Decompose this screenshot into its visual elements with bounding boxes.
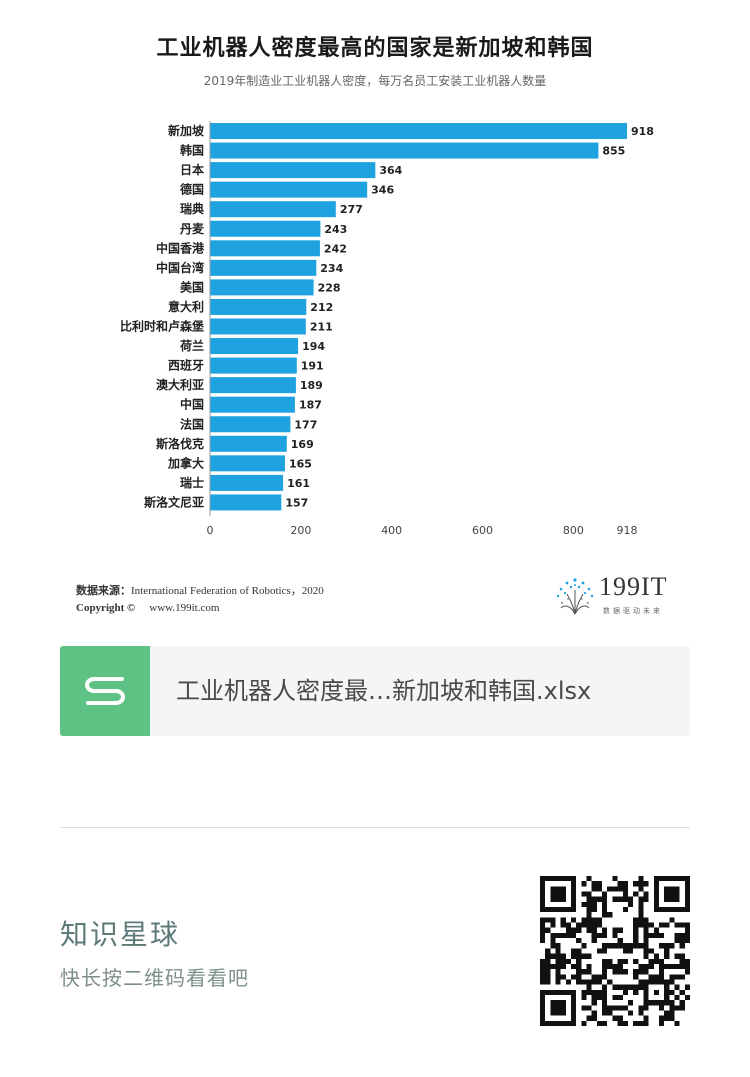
category-label: 西班牙 <box>168 358 204 373</box>
value-label: 918 <box>631 125 654 138</box>
category-label: 中国台湾 <box>156 260 204 275</box>
chart-card: 工业机器人密度最高的国家是新加坡和韩国 2019年制造业工业机器人密度，每万名员… <box>76 36 683 618</box>
bar <box>210 298 307 315</box>
bar <box>210 416 291 433</box>
category-label: 新加坡 <box>168 123 205 138</box>
file-attachment[interactable]: 工业机器人密度最…新加坡和韩国.xlsx <box>60 646 690 736</box>
source-label: 数据来源： <box>76 585 131 597</box>
brand-name: 199IT <box>599 572 668 601</box>
spreadsheet-s-icon <box>60 646 150 736</box>
value-label: 242 <box>324 242 347 255</box>
bar-chart: 新加坡 918 韩国 855 日本 364 德国 346 瑞典 277 丹麦 243 中国香港 242 中国… <box>120 121 654 537</box>
x-tick-label: 918 <box>617 524 638 537</box>
category-label: 荷兰 <box>179 338 204 353</box>
bar <box>210 435 287 452</box>
bar <box>210 123 627 139</box>
brand-logo: 199IT 数据驱动未来 <box>553 572 683 618</box>
bar <box>210 201 336 218</box>
category-label: 德国 <box>180 182 204 197</box>
value-label: 169 <box>291 438 314 451</box>
bar <box>210 162 376 179</box>
brand-tagline: 数据驱动未来 <box>603 607 663 615</box>
category-label: 意大利 <box>168 299 204 314</box>
promo-subtitle: 快长按二维码看看吧 <box>60 966 249 990</box>
value-label: 187 <box>299 399 322 412</box>
bar <box>210 318 306 335</box>
category-label: 斯洛伐克 <box>156 436 204 451</box>
value-label: 194 <box>302 340 325 353</box>
category-label: 澳大利亚 <box>156 377 204 392</box>
category-label: 中国香港 <box>156 240 205 255</box>
category-label: 日本 <box>180 162 204 177</box>
bar <box>210 357 297 374</box>
bar <box>210 142 599 159</box>
x-tick-label: 600 <box>472 524 493 537</box>
value-label: 177 <box>294 418 317 431</box>
value-label: 157 <box>285 496 308 509</box>
category-label: 中国 <box>180 397 204 412</box>
value-label: 191 <box>301 360 324 373</box>
x-tick-label: 400 <box>381 524 402 537</box>
category-label: 法国 <box>180 416 204 431</box>
bar <box>210 338 299 355</box>
qr-code-icon[interactable] <box>540 876 690 1026</box>
category-label: 丹麦 <box>180 221 205 236</box>
category-label: 韩国 <box>180 143 204 158</box>
bar <box>210 494 282 511</box>
bar <box>210 259 317 276</box>
data-source: 数据来源：International Federation of Robotic… <box>76 582 324 598</box>
dandelion-logo-icon <box>556 578 594 615</box>
copyright-url[interactable]: www.199it.com <box>149 602 220 614</box>
copyright-label: Copyright © <box>76 602 136 614</box>
bar <box>210 474 284 491</box>
x-tick-label: 0 <box>207 524 214 537</box>
value-label: 243 <box>324 223 347 236</box>
category-label: 比利时和卢森堡 <box>120 319 204 334</box>
category-label: 斯洛文尼亚 <box>144 494 204 509</box>
source-text: International Federation of Robotics，202… <box>131 585 324 597</box>
x-tick-label: 200 <box>290 524 311 537</box>
copyright: Copyright © www.199it.com <box>76 602 219 614</box>
value-label: 189 <box>300 379 323 392</box>
bar <box>210 220 321 237</box>
x-tick-label: 800 <box>563 524 584 537</box>
value-label: 165 <box>289 457 312 470</box>
value-label: 364 <box>379 164 402 177</box>
bar <box>210 181 368 198</box>
category-label: 瑞士 <box>180 475 204 490</box>
value-label: 346 <box>371 184 394 197</box>
file-name[interactable]: 工业机器人密度最…新加坡和韩国.xlsx <box>176 677 592 705</box>
value-label: 211 <box>310 321 333 334</box>
value-label: 212 <box>310 301 333 314</box>
bar <box>210 240 320 257</box>
chart-title: 工业机器人密度最高的国家是新加坡和韩国 <box>156 36 594 61</box>
value-label: 855 <box>602 145 625 158</box>
bar <box>210 396 295 413</box>
category-label: 美国 <box>180 279 204 294</box>
bar <box>210 377 296 394</box>
value-label: 234 <box>320 262 343 275</box>
bar <box>210 455 285 472</box>
category-label: 加拿大 <box>167 455 204 470</box>
bar <box>210 279 314 296</box>
value-label: 161 <box>287 477 310 490</box>
divider <box>60 827 690 828</box>
promo-title: 知识星球 <box>60 918 181 951</box>
value-label: 277 <box>340 203 363 216</box>
chart-subtitle: 2019年制造业工业机器人密度，每万名员工安装工业机器人数量 <box>203 74 547 88</box>
category-label: 瑞典 <box>180 201 204 216</box>
value-label: 228 <box>318 281 341 294</box>
